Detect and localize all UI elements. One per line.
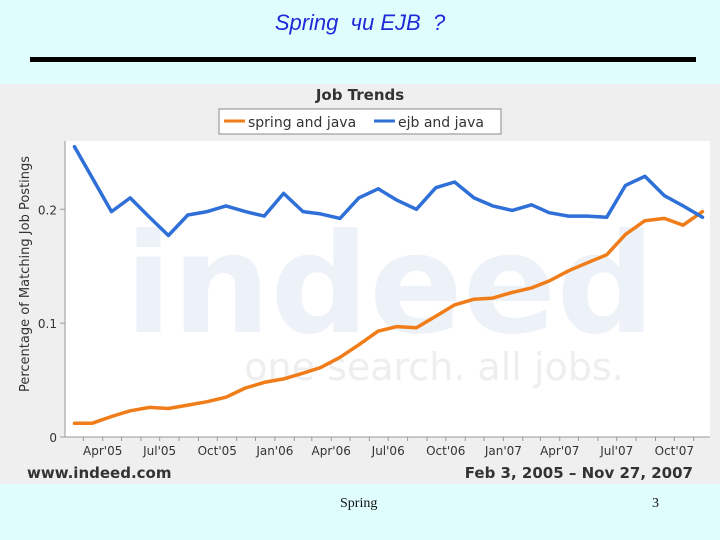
x-tick-label: Apr'07 <box>540 444 579 458</box>
title-divider <box>30 57 696 62</box>
legend-label-spring: spring and java <box>248 115 356 131</box>
x-tick-label: Oct'07 <box>655 444 694 458</box>
chart-panel: Job Trends spring and java ejb and java … <box>0 84 720 484</box>
x-tick-label: Jul'07 <box>599 444 633 458</box>
footer-label: Spring <box>340 496 378 511</box>
watermark-tagline: one search. all jobs. <box>244 345 623 389</box>
y-axis-label: Percentage of Matching Job Postings <box>18 156 33 392</box>
source-label: www.indeed.com <box>27 464 171 482</box>
job-trends-chart: Job Trends spring and java ejb and java … <box>18 86 710 482</box>
x-tick-label: Jul'05 <box>142 444 176 458</box>
series-lines <box>72 144 705 426</box>
page-number: 3 <box>652 496 659 511</box>
y-tick-label: 0.2 <box>38 203 57 217</box>
x-tick-label: Apr'06 <box>312 444 351 458</box>
x-tick-label: Apr'05 <box>83 444 122 458</box>
x-tick-label: Oct'05 <box>198 444 237 458</box>
watermark-logo: indeed <box>125 204 655 365</box>
x-tick-label: Jul'06 <box>371 444 405 458</box>
y-tick-label: 0.1 <box>38 317 57 331</box>
legend-label-ejb: ejb and java <box>398 115 484 131</box>
plot-area <box>65 141 710 437</box>
legend-box <box>218 108 502 135</box>
x-tick-label: Jan'06 <box>255 444 293 458</box>
series-line-ejb <box>72 144 705 238</box>
x-tick-label: Jan'07 <box>484 444 522 458</box>
chart-title: Job Trends <box>315 86 404 104</box>
slide-title: Spring чи EJB ? <box>274 10 446 35</box>
y-tick-label: 0 <box>49 431 57 445</box>
date-range-label: Feb 3, 2005 – Nov 27, 2007 <box>465 464 693 482</box>
series-line-spring <box>72 209 705 426</box>
y-axis: 0 0.1 0.2 <box>38 203 65 445</box>
x-tick-label: Oct'06 <box>426 444 465 458</box>
legend: spring and java ejb and java <box>218 108 502 135</box>
x-axis: Apr'05 Jul'05 Oct'05 Jan'06 Apr'06 Jul'06 Oct'… <box>82 437 695 458</box>
watermark: indeed one search. all jobs. <box>125 204 655 389</box>
